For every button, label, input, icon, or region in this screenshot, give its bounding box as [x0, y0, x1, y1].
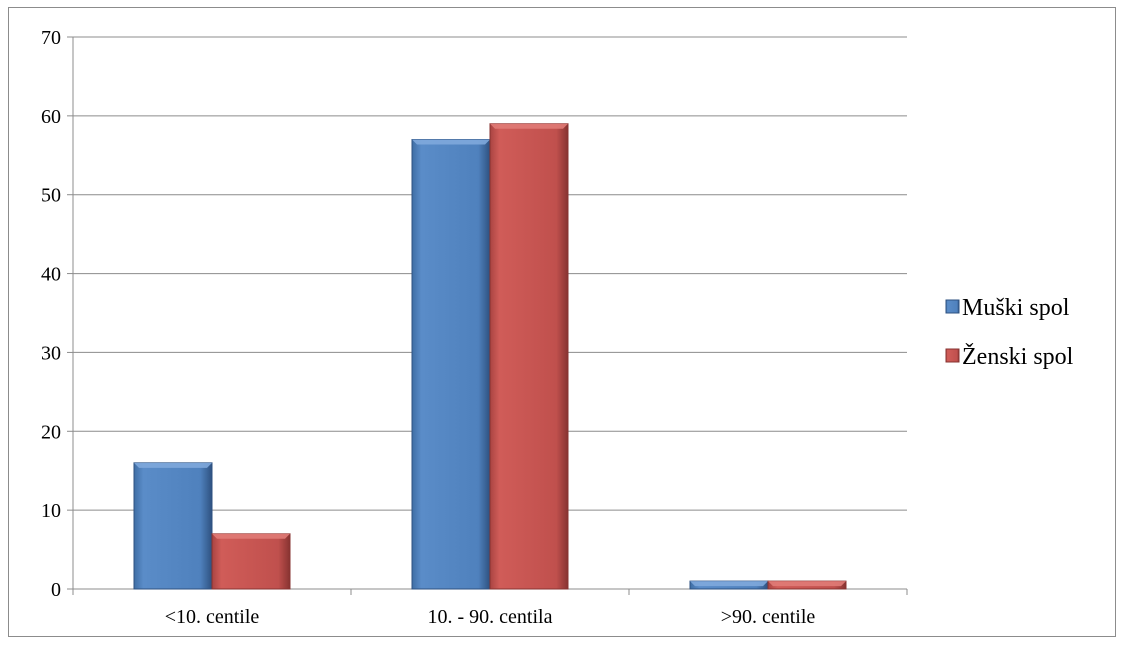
legend-swatch: [945, 348, 960, 363]
bar-muski-0: [133, 462, 213, 590]
y-tick-label: 0: [51, 579, 61, 601]
x-category-label: 10. - 90. centila: [428, 606, 553, 628]
legend-label: Ženski spol: [962, 344, 1074, 370]
legend-item: Muški spol: [945, 295, 1070, 321]
bar-muski-1: [411, 139, 491, 590]
y-tick-label: 10: [41, 500, 61, 522]
bar-muski-2: [689, 580, 769, 590]
legend-swatch: [945, 299, 960, 314]
bar-zenski-0: [211, 533, 291, 590]
bar-zenski-2: [767, 580, 847, 590]
legend-label: Muški spol: [962, 295, 1070, 321]
legend: Muški spol Ženski spol: [945, 295, 1074, 370]
y-tick-label: 30: [41, 342, 61, 364]
axis-labels: 0 10 20 30 40 50 60 70 <10. centile 10. - 90. cen…: [41, 27, 815, 628]
y-tick-label: 40: [41, 264, 61, 286]
bars: [133, 123, 847, 590]
x-category-label: <10. centile: [165, 606, 260, 628]
bar-zenski-1: [489, 123, 569, 590]
y-tick-label: 70: [41, 27, 61, 49]
x-category-label: >90. centile: [721, 606, 816, 628]
legend-item: Ženski spol: [945, 344, 1074, 370]
y-tick-label: 50: [41, 185, 61, 207]
y-tick-label: 20: [41, 421, 61, 443]
y-tick-label: 60: [41, 106, 61, 128]
